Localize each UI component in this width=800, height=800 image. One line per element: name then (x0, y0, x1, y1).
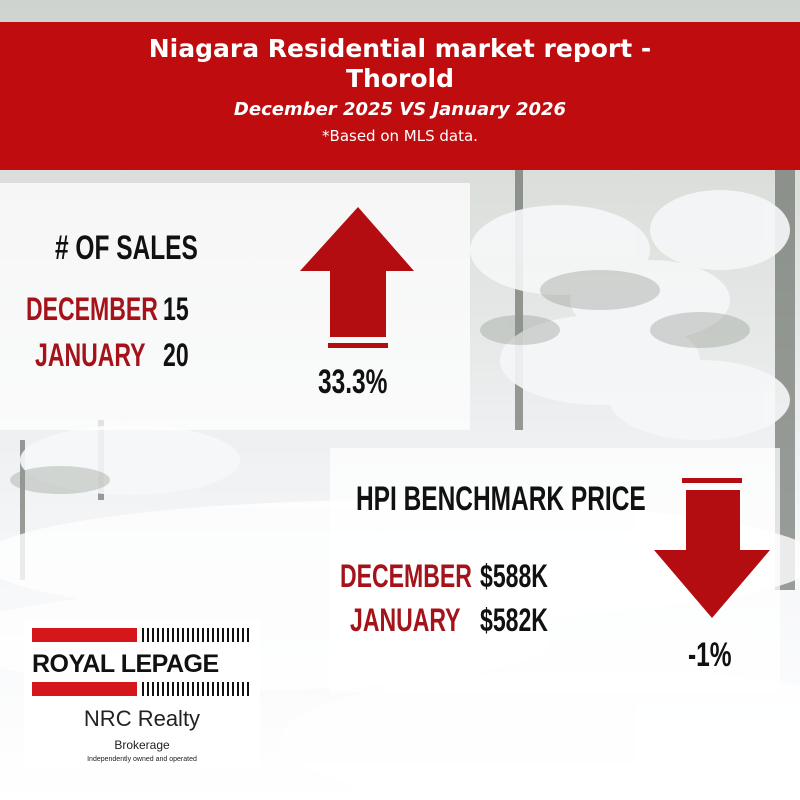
sales-december-label: DECEMBER (26, 291, 158, 327)
office-type: Brokerage (114, 738, 170, 752)
hpi-december-value: $588K (480, 558, 548, 594)
arrow-down-icon (654, 478, 770, 618)
sales-december-value: 15 (163, 291, 189, 327)
hpi-january-value: $582K (480, 602, 548, 638)
sales-change-percent: 33.3% (318, 363, 388, 401)
hpi-panel: HPI BENCHMARK PRICE DECEMBER $588K JANUA… (330, 448, 780, 693)
logo-wordmark: ROYAL LEPAGE (32, 650, 219, 678)
hpi-heading: HPI BENCHMARK PRICE (356, 480, 646, 518)
sales-heading: # OF SALES (55, 229, 198, 267)
hpi-change-percent: -1% (688, 636, 732, 674)
report-title-line2: Thorold (346, 64, 454, 93)
logo-red-bar-top (32, 628, 137, 642)
report-period: December 2025 VS January 2026 (233, 99, 567, 120)
logo-red-bar-bottom (32, 682, 137, 696)
logo-barcode-top (142, 628, 252, 642)
data-source-note: *Based on MLS data. (322, 127, 478, 145)
arrow-up-icon (300, 207, 414, 348)
royal-lepage-logo: ROYAL LEPAGE NRC Realty Brokerage Indepe… (24, 620, 260, 770)
report-title-line1: Niagara Residential market report - (148, 34, 652, 63)
sales-january-value: 20 (163, 337, 189, 373)
hpi-january-label: JANUARY (350, 602, 461, 638)
office-name: NRC Realty (83, 706, 201, 731)
logo-barcode-bottom (142, 682, 252, 696)
sales-january-label: JANUARY (35, 337, 146, 373)
report-header: Niagara Residential market report - Thor… (0, 22, 800, 170)
hpi-december-label: DECEMBER (340, 558, 472, 594)
office-tagline: Independently owned and operated (87, 756, 197, 763)
sales-panel: # OF SALES DECEMBER 15 JANUARY 20 33.3% (0, 183, 470, 430)
